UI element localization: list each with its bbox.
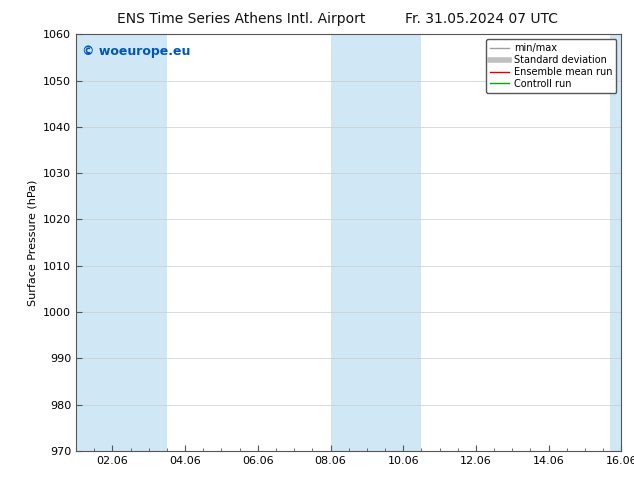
Bar	[76, 34, 167, 451]
Y-axis label: Surface Pressure (hPa): Surface Pressure (hPa)	[27, 179, 37, 306]
Text: Fr. 31.05.2024 07 UTC: Fr. 31.05.2024 07 UTC	[405, 12, 559, 26]
Text: ENS Time Series Athens Intl. Airport: ENS Time Series Athens Intl. Airport	[117, 12, 365, 26]
Title: ENS Time Series Athens Intl. Airport    Fr. 31.05.2024 07 UTC: ENS Time Series Athens Intl. Airport Fr.…	[0, 489, 1, 490]
Legend: min/max, Standard deviation, Ensemble mean run, Controll run: min/max, Standard deviation, Ensemble me…	[486, 39, 616, 93]
Text: © woeurope.eu: © woeurope.eu	[82, 45, 190, 58]
Bar	[330, 34, 422, 451]
Bar	[611, 34, 621, 451]
